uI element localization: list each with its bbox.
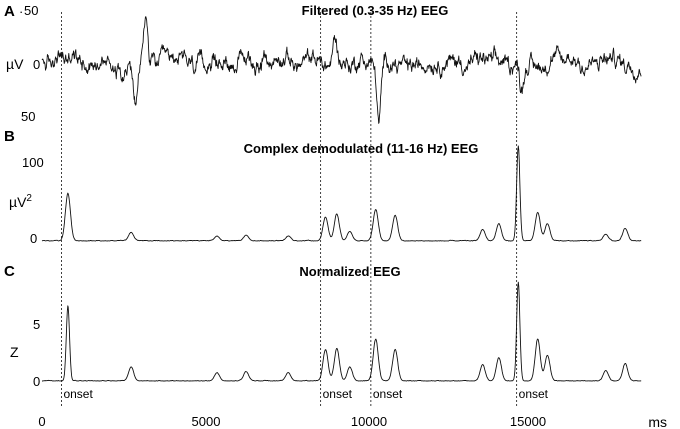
x-tick-5000: 5000 xyxy=(192,414,221,429)
panel-c-tick-0: 0 xyxy=(33,374,40,389)
panel-a-letter: A xyxy=(4,3,15,20)
onset-markers: onset onset onset onset xyxy=(61,12,549,408)
panel-c-letter: C xyxy=(4,263,15,280)
panel-b-tick-0: 0 xyxy=(30,231,37,246)
onset-label-3: onset xyxy=(373,387,403,401)
panel-b-title: Complex demodulated (11-16 Hz) EEG xyxy=(244,141,479,156)
panel-a-tick-bottom: 50 xyxy=(21,109,35,124)
panel-c-normalized-trace xyxy=(42,281,642,382)
panel-c-title: Normalized EEG xyxy=(299,264,400,279)
panel-a-tick-dot: · xyxy=(19,4,23,19)
panel-a-filtered-eeg-trace xyxy=(41,16,642,124)
panel-b-unit: µV2 xyxy=(9,193,32,210)
panel-a-tick-top: 50 xyxy=(24,3,38,18)
panel-a-title: Filtered (0.3-35 Hz) EEG xyxy=(302,3,449,18)
onset-label-1: onset xyxy=(63,387,93,401)
x-tick-10000: 10000 xyxy=(351,414,387,429)
onset-label-4: onset xyxy=(519,387,549,401)
x-tick-0: 0 xyxy=(38,414,45,429)
panel-b-tick-100: 100 xyxy=(22,155,44,170)
x-axis-unit: ms xyxy=(648,414,667,429)
panel-c-tick-5: 5 xyxy=(33,317,40,332)
panel-b-demodulated-trace xyxy=(41,145,642,242)
panel-b-letter: B xyxy=(4,128,15,145)
panel-a-unit: µV xyxy=(6,56,24,72)
x-tick-15000: 15000 xyxy=(510,414,546,429)
onset-label-2: onset xyxy=(323,387,353,401)
panel-c-unit: Z xyxy=(10,344,19,360)
panel-a-tick-zero: 0 xyxy=(33,57,40,72)
